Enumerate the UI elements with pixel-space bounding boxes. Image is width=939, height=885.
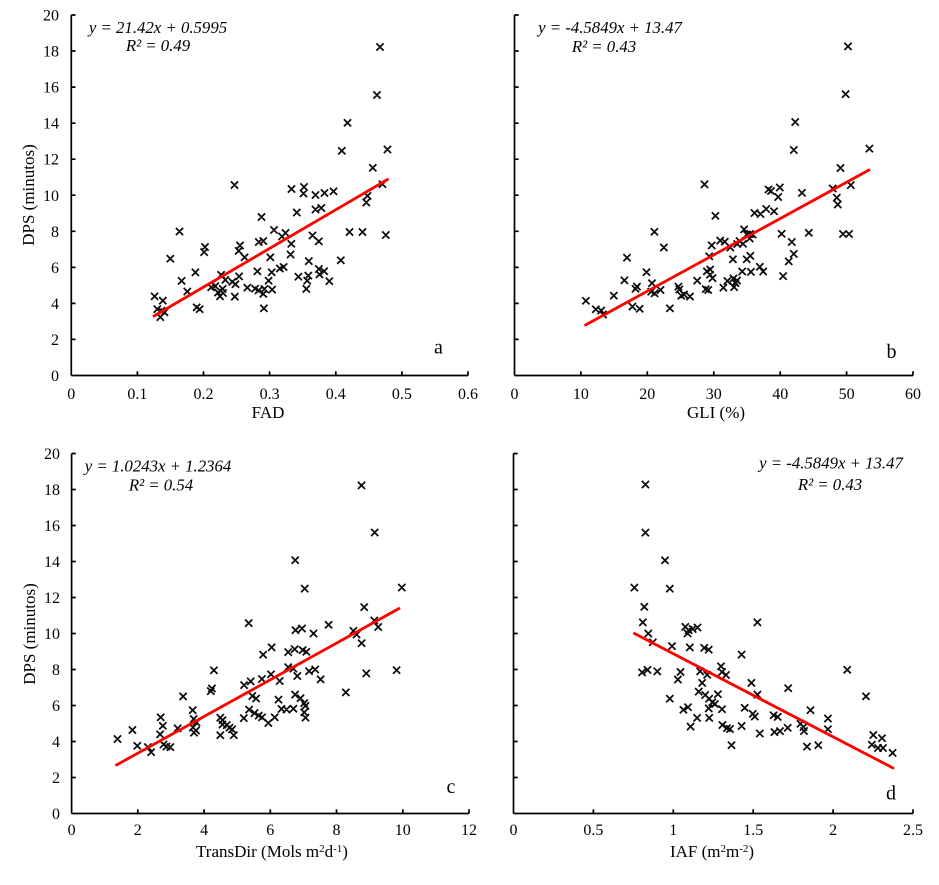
svg-text:0.6: 0.6 bbox=[458, 386, 478, 403]
svg-text:4: 4 bbox=[51, 296, 59, 313]
svg-text:16: 16 bbox=[43, 80, 59, 97]
svg-text:30: 30 bbox=[706, 386, 722, 403]
svg-text:6: 6 bbox=[51, 260, 59, 277]
svg-text:10: 10 bbox=[43, 188, 59, 205]
svg-text:DPS (minutos): DPS (minutos) bbox=[20, 583, 39, 685]
svg-text:DPS (minutos): DPS (minutos) bbox=[19, 144, 38, 246]
svg-text:18: 18 bbox=[43, 44, 59, 61]
svg-text:2: 2 bbox=[51, 332, 59, 349]
svg-text:20: 20 bbox=[44, 446, 60, 463]
svg-text:y = 1.0243x + 1.2364: y = 1.0243x + 1.2364 bbox=[83, 457, 232, 476]
svg-text:12: 12 bbox=[461, 822, 477, 839]
svg-text:8: 8 bbox=[52, 662, 60, 679]
svg-text:0: 0 bbox=[511, 386, 519, 403]
svg-text:R² = 0.43: R² = 0.43 bbox=[571, 37, 636, 56]
svg-text:20: 20 bbox=[639, 386, 655, 403]
svg-text:R² = 0.54: R² = 0.54 bbox=[128, 476, 194, 495]
svg-text:10: 10 bbox=[44, 626, 60, 643]
svg-text:GLI (%): GLI (%) bbox=[687, 403, 745, 422]
svg-text:8: 8 bbox=[51, 224, 59, 241]
svg-text:y = -4.5849x + 13.47: y = -4.5849x + 13.47 bbox=[536, 18, 682, 37]
svg-text:8: 8 bbox=[333, 822, 341, 839]
svg-text:40: 40 bbox=[772, 386, 788, 403]
svg-text:2: 2 bbox=[134, 822, 142, 839]
svg-text:0: 0 bbox=[67, 386, 75, 403]
svg-text:0.2: 0.2 bbox=[194, 386, 214, 403]
svg-text:2.5: 2.5 bbox=[903, 822, 923, 839]
svg-text:1.5: 1.5 bbox=[743, 822, 763, 839]
svg-text:12: 12 bbox=[44, 590, 60, 607]
svg-text:6: 6 bbox=[266, 822, 274, 839]
svg-text:IAF (m2m-2): IAF (m2m-2) bbox=[670, 842, 754, 861]
svg-text:12: 12 bbox=[43, 152, 59, 169]
svg-text:60: 60 bbox=[905, 386, 921, 403]
svg-text:R² = 0.43: R² = 0.43 bbox=[797, 475, 862, 494]
svg-text:50: 50 bbox=[839, 386, 855, 403]
svg-text:c: c bbox=[447, 776, 456, 798]
svg-text:0.1: 0.1 bbox=[127, 386, 147, 403]
svg-text:2: 2 bbox=[52, 770, 60, 787]
svg-text:y = 21.42x + 0.5995: y = 21.42x + 0.5995 bbox=[87, 18, 227, 37]
svg-text:1: 1 bbox=[669, 822, 677, 839]
svg-text:10: 10 bbox=[573, 386, 589, 403]
svg-text:0: 0 bbox=[51, 368, 59, 385]
svg-text:4: 4 bbox=[52, 734, 60, 751]
svg-text:18: 18 bbox=[44, 482, 60, 499]
svg-text:a: a bbox=[434, 337, 443, 359]
svg-text:FAD: FAD bbox=[252, 403, 285, 422]
svg-text:2: 2 bbox=[829, 822, 837, 839]
svg-text:6: 6 bbox=[52, 698, 60, 715]
svg-text:d: d bbox=[886, 783, 896, 805]
svg-text:b: b bbox=[887, 341, 897, 363]
svg-text:16: 16 bbox=[44, 518, 60, 535]
svg-text:0: 0 bbox=[68, 822, 76, 839]
svg-text:0: 0 bbox=[510, 822, 518, 839]
svg-text:R² = 0.49: R² = 0.49 bbox=[125, 36, 191, 55]
svg-text:20: 20 bbox=[43, 8, 59, 25]
svg-text:y = -4.5849x + 13.47: y = -4.5849x + 13.47 bbox=[757, 454, 903, 473]
svg-text:TransDir (Mols m2d-1): TransDir (Mols m2d-1) bbox=[196, 842, 348, 861]
svg-text:14: 14 bbox=[43, 116, 59, 133]
svg-text:0.5: 0.5 bbox=[583, 822, 603, 839]
svg-text:0.3: 0.3 bbox=[260, 386, 280, 403]
svg-text:0: 0 bbox=[52, 806, 60, 823]
svg-text:0.4: 0.4 bbox=[326, 386, 346, 403]
svg-text:0.5: 0.5 bbox=[392, 386, 412, 403]
svg-text:4: 4 bbox=[200, 822, 208, 839]
svg-text:10: 10 bbox=[395, 822, 411, 839]
svg-text:14: 14 bbox=[44, 554, 60, 571]
